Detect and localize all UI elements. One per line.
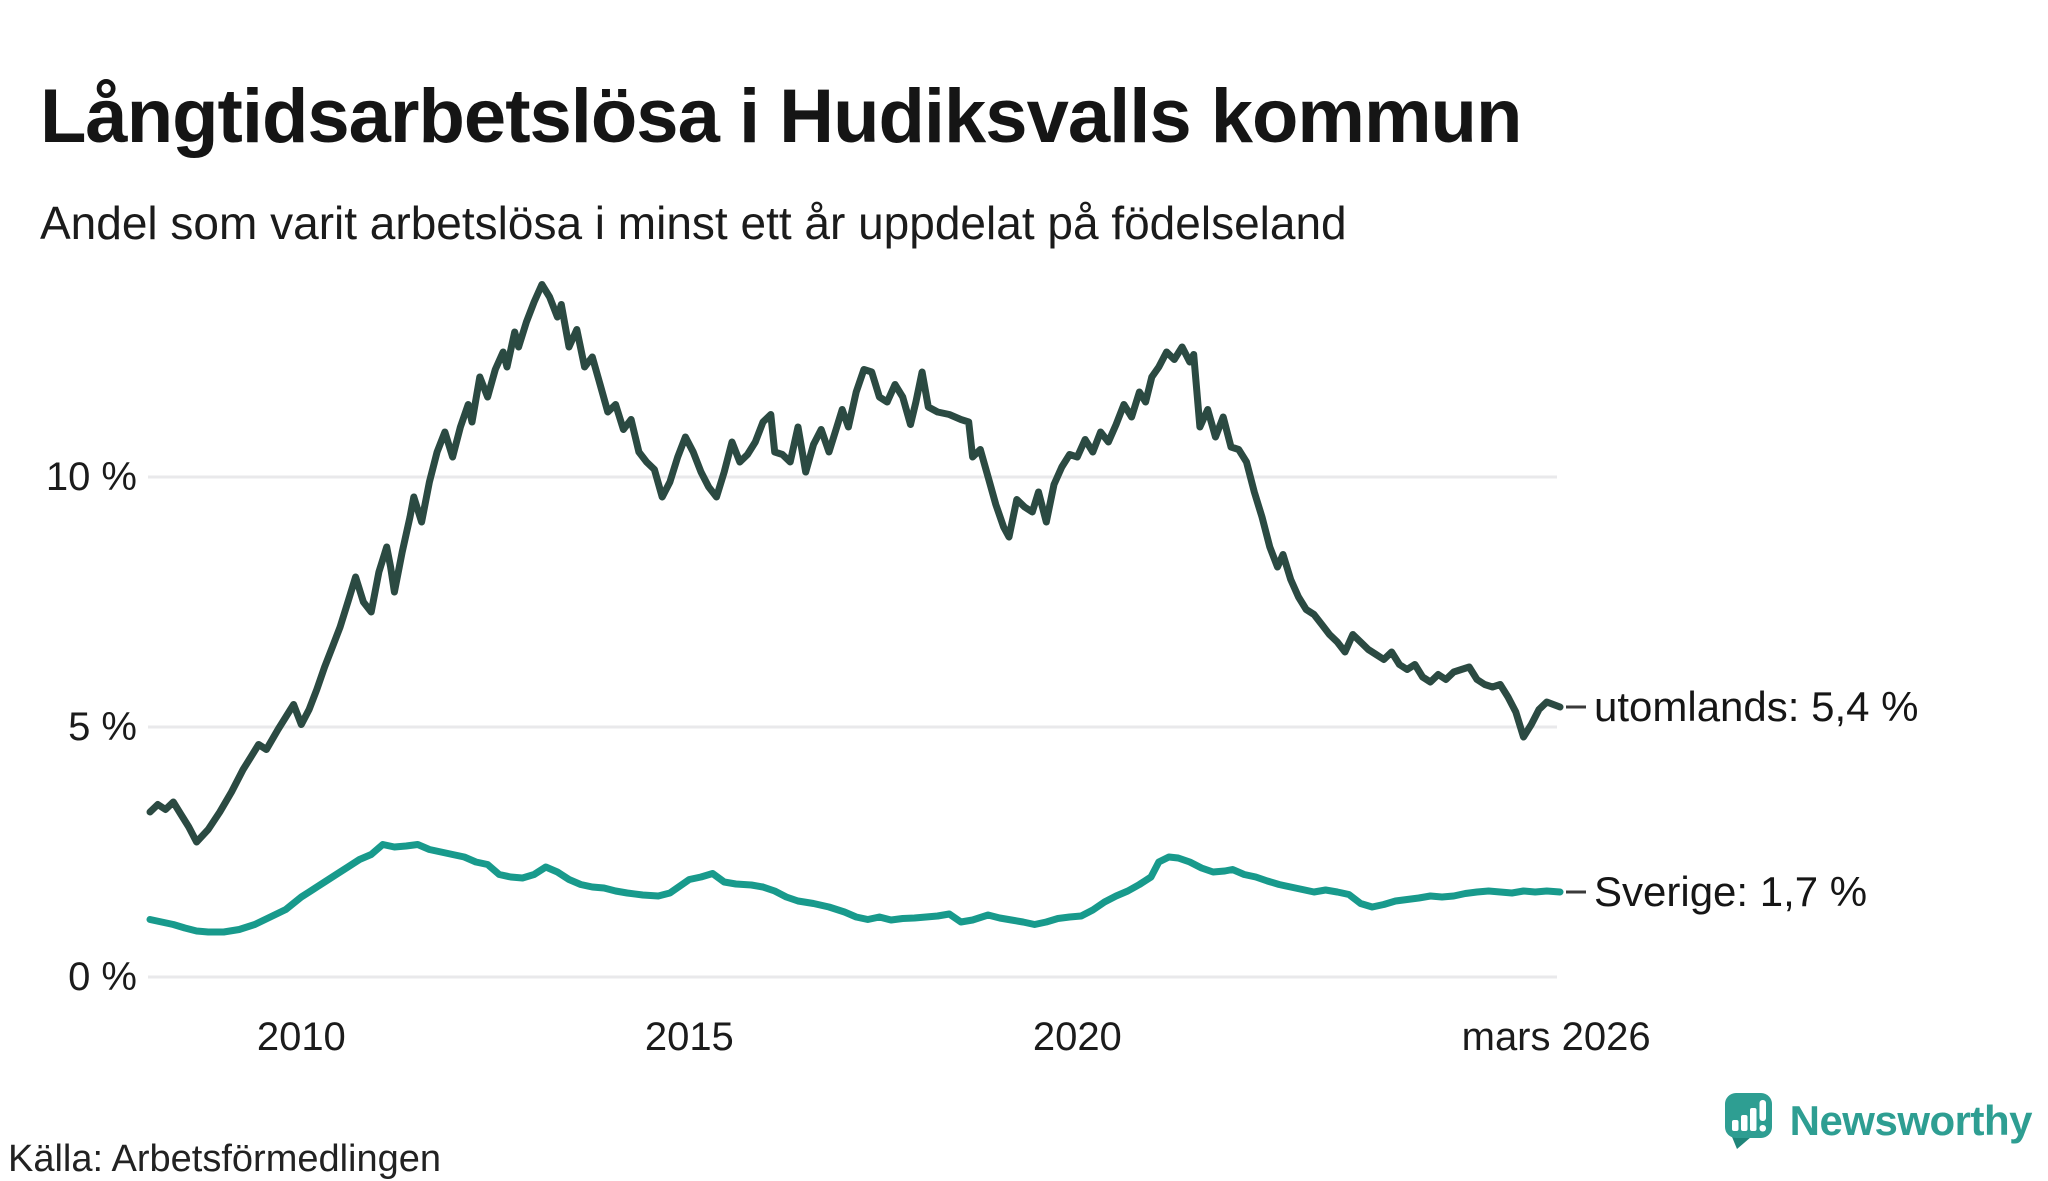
y-tick-label-5: 5 % [68, 705, 137, 749]
newsworthy-bubble-icon [1724, 1093, 1772, 1149]
x-tick-label-2020: 2020 [1032, 1015, 1122, 1059]
chart-page: { "header": { "title": "Långtidsarbetslö… [8, 73, 2033, 1180]
series-lines [146, 281, 1564, 936]
page-title: Långtidsarbetslösa i Hudiksvalls kommun [40, 73, 1522, 159]
series-label-utomlands: utomlands: 5,4 % [1594, 683, 1919, 730]
x-tick-label-2015: 2015 [644, 1015, 734, 1059]
y-tick-label-0: 0 % [68, 955, 137, 999]
series-line-utomlands [146, 281, 1564, 846]
x-tick-label-mars-2026: mars 2026 [1461, 1015, 1651, 1059]
label-dashes [1566, 705, 1586, 894]
source-note: Källa: Arbetsförmedlingen [8, 1138, 442, 1180]
y-tick-label-10: 10 % [45, 455, 137, 499]
series-line-Sverige [146, 841, 1564, 936]
gridlines [148, 475, 1557, 979]
series-label-Sverige: Sverige: 1,7 % [1594, 868, 1868, 915]
page-subtitle: Andel som varit arbetslösa i minst ett å… [40, 197, 1347, 249]
x-tick-label-2010: 2010 [256, 1015, 346, 1059]
line-chart [146, 281, 1586, 979]
newsworthy-logo: Newsworthy [1724, 1092, 2033, 1150]
newsworthy-logo-text: Newsworthy [1789, 1097, 2033, 1144]
